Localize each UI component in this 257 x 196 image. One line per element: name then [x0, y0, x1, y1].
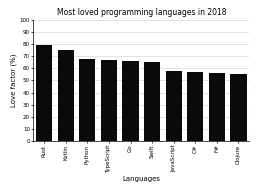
Bar: [231, 74, 247, 141]
Bar: [187, 72, 204, 141]
Title: Most loved programming languages in 2018: Most loved programming languages in 2018: [57, 8, 226, 17]
Bar: [144, 62, 160, 141]
Bar: [209, 73, 225, 141]
X-axis label: Languages: Languages: [122, 176, 160, 182]
Bar: [123, 61, 139, 141]
Bar: [166, 71, 182, 141]
Bar: [101, 60, 117, 141]
Bar: [58, 50, 74, 141]
Bar: [36, 45, 52, 141]
Y-axis label: Love factor (%): Love factor (%): [10, 54, 17, 107]
Bar: [79, 59, 96, 141]
